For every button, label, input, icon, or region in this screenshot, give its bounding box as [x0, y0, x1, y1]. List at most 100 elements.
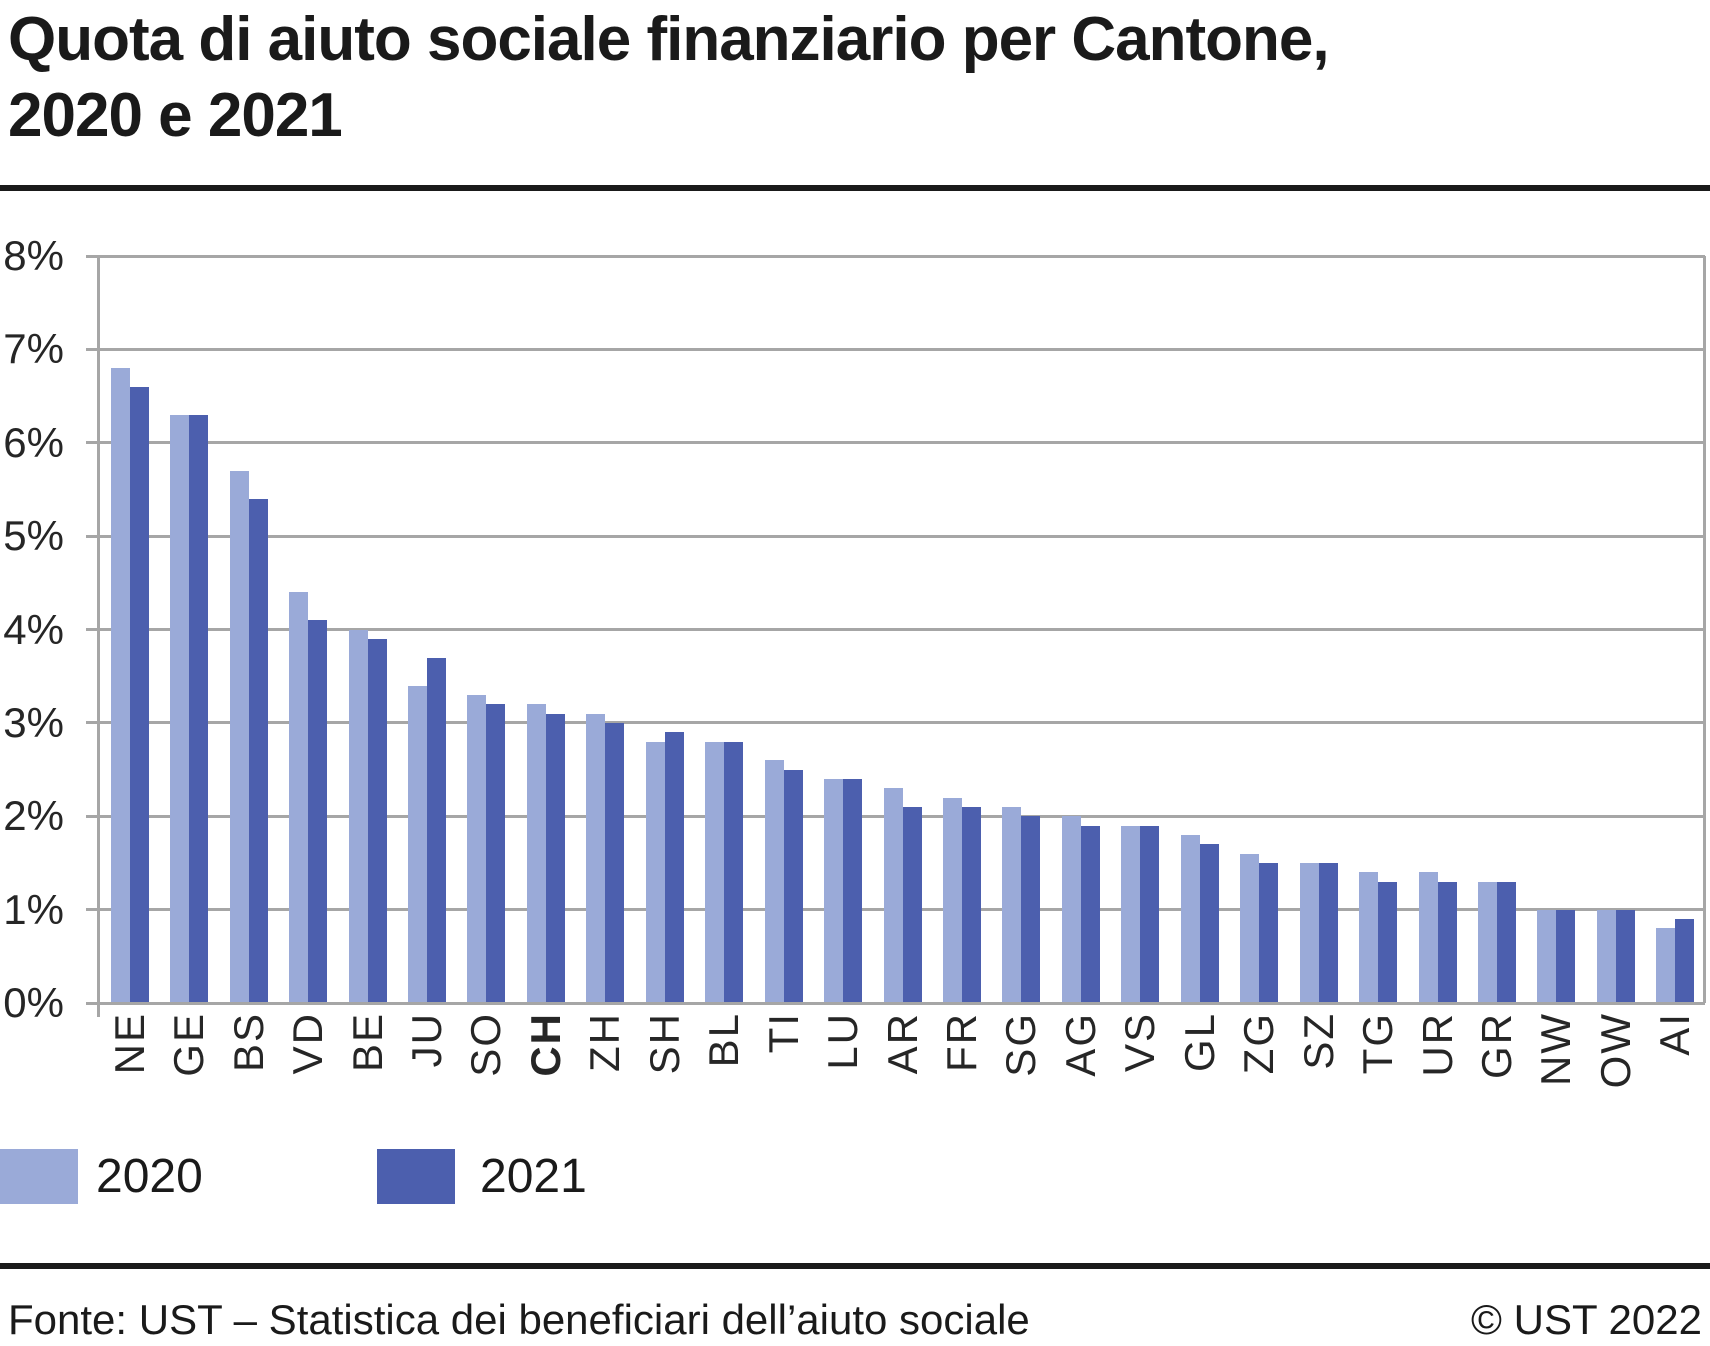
- bar-2021-BE: [367, 638, 387, 1003]
- x-axis-label-text-GR: GR: [1472, 1012, 1520, 1079]
- x-axis-label-ZH: ZH: [579, 1012, 631, 1072]
- footer-source: Fonte: UST – Statistica dei beneficiari …: [8, 1296, 1030, 1343]
- bar-2020-ZG: [1240, 853, 1260, 1003]
- title-divider-rule: [0, 185, 1710, 191]
- x-axis-label-text-CH: CH: [521, 1012, 569, 1077]
- x-axis-label-GR: GR: [1471, 1012, 1523, 1079]
- x-axis-label-text-BS: BS: [224, 1012, 272, 1073]
- x-axis-label-text-JU: JU: [402, 1012, 450, 1068]
- bar-2020-LU: [824, 778, 844, 1003]
- x-axis-label-text-FR: FR: [937, 1012, 985, 1072]
- bar-2020-SG: [1002, 806, 1022, 1003]
- x-axis-label-text-SO: SO: [462, 1012, 510, 1077]
- x-axis-label-AR: AR: [877, 1012, 929, 1074]
- x-axis-label-BL: BL: [698, 1012, 750, 1067]
- y-axis-label-7pct: 7%: [3, 325, 64, 373]
- bar-2020-UR: [1418, 872, 1438, 1003]
- x-axis-label-SO: SO: [460, 1012, 512, 1077]
- x-axis-label-NE: NE: [104, 1012, 156, 1074]
- bar-2020-AI: [1656, 928, 1676, 1003]
- legend-label-2020: 2020: [96, 1150, 203, 1203]
- y-axis-label-8pct: 8%: [3, 232, 64, 279]
- x-axis-label-text-VD: VD: [284, 1012, 332, 1075]
- x-axis-label-BE: BE: [342, 1012, 394, 1072]
- bar-2021-GR: [1496, 881, 1516, 1003]
- bar-2020-JU: [407, 685, 427, 1003]
- gridline-6pct: [86, 441, 1705, 445]
- bar-2020-SO: [467, 694, 487, 1003]
- bar-2021-BS: [248, 498, 268, 1003]
- x-axis-label-text-SH: SH: [640, 1012, 688, 1075]
- gridline-4pct: [86, 628, 1705, 631]
- legend-swatch-2021: [377, 1149, 455, 1204]
- bar-2021-SO: [486, 704, 506, 1003]
- x-axis-label-text-AR: AR: [878, 1012, 926, 1075]
- bar-2021-UR: [1437, 881, 1457, 1003]
- gridline-3pct: [86, 721, 1705, 725]
- y-axis-label-3pct: 3%: [3, 698, 64, 746]
- y-axis-label-2pct: 2%: [3, 792, 64, 840]
- bar-2021-AR: [902, 806, 922, 1003]
- x-axis-label-TG: TG: [1352, 1012, 1404, 1074]
- legend-swatch-2020: [0, 1149, 78, 1204]
- x-axis-label-LU: LU: [817, 1012, 869, 1070]
- grouped-bar-chart: 0% 1% 2% 3% 4% 5% 6% 7% 8% NE GE BS VD BE JU SO CH ZH SH BL…: [3, 232, 1706, 1088]
- x-axis-label-text-GL: GL: [1175, 1012, 1223, 1073]
- bar-2020-FR: [942, 797, 962, 1003]
- bar-2020-TG: [1359, 872, 1379, 1003]
- x-axis-label-SH: SH: [639, 1012, 691, 1074]
- bar-2021-ZG: [1259, 862, 1279, 1003]
- bar-2021-GL: [1199, 844, 1219, 1003]
- bar-2020-GL: [1180, 834, 1200, 1003]
- bar-2020-TI: [764, 760, 784, 1003]
- y-axis-label-4pct: 4%: [3, 605, 64, 653]
- bar-2020-AR: [883, 788, 903, 1003]
- bar-2021-FR: [961, 806, 981, 1003]
- bar-2020-SH: [645, 741, 665, 1003]
- y-axis-label-5pct: 5%: [3, 512, 64, 560]
- bar-2021-VD: [308, 620, 328, 1003]
- x-axis-label-OW: OW: [1590, 1012, 1642, 1088]
- bar-2021-AI: [1675, 918, 1695, 1003]
- gridline-7pct: [86, 347, 1705, 351]
- footer-divider-rule: [0, 1263, 1710, 1269]
- x-axis-label-text-UR: UR: [1413, 1012, 1461, 1077]
- bar-2020-NW: [1537, 909, 1557, 1003]
- bar-2021-ZH: [605, 722, 625, 1003]
- y-axis-label-6pct: 6%: [3, 418, 64, 466]
- y-axis-label-0pct: 0%: [3, 979, 64, 1026]
- page-title-line1: Quota di aiuto sociale finanziario per C…: [8, 5, 1330, 74]
- x-axis-label-SZ: SZ: [1293, 1012, 1345, 1070]
- bar-2021-SZ: [1318, 862, 1338, 1003]
- x-axis-label-text-BE: BE: [343, 1012, 391, 1073]
- bar-2020-VS: [1121, 825, 1141, 1003]
- bar-2021-SH: [664, 732, 684, 1003]
- x-axis-label-CH: CH: [520, 1012, 572, 1077]
- footer: Fonte: UST – Statistica dei beneficiari …: [8, 1296, 1702, 1344]
- x-axis-label-text-TG: TG: [1354, 1012, 1402, 1075]
- y-axis-line: [97, 256, 100, 1017]
- x-axis-label-VS: VS: [1114, 1012, 1166, 1072]
- x-axis-label-TI: TI: [758, 1012, 810, 1053]
- x-axis-label-UR: UR: [1412, 1012, 1464, 1077]
- bar-2020-CH: [526, 704, 546, 1003]
- x-axis-label-text-SG: SG: [997, 1012, 1045, 1077]
- x-axis-label-FR: FR: [936, 1012, 988, 1072]
- x-axis-label-text-SZ: SZ: [1294, 1012, 1342, 1070]
- bar-2020-OW: [1596, 909, 1616, 1003]
- x-axis-label-text-ZG: ZG: [1235, 1012, 1283, 1075]
- bar-2021-JU: [426, 657, 446, 1003]
- gridline-8pct: [86, 254, 1705, 258]
- bar-2020-BE: [348, 629, 368, 1003]
- bar-2021-NW: [1556, 909, 1576, 1003]
- x-axis-label-AI: AI: [1649, 1012, 1701, 1056]
- bar-2020-ZH: [586, 713, 606, 1003]
- plot-right-border: [1703, 256, 1706, 1003]
- x-axis-label-GE: GE: [163, 1012, 215, 1077]
- bar-2021-SG: [1021, 816, 1041, 1003]
- bar-2020-NE: [110, 368, 130, 1003]
- x-axis-label-NW: NW: [1530, 1012, 1582, 1086]
- x-axis-label-SG: SG: [995, 1012, 1047, 1077]
- bar-2021-NE: [129, 386, 149, 1003]
